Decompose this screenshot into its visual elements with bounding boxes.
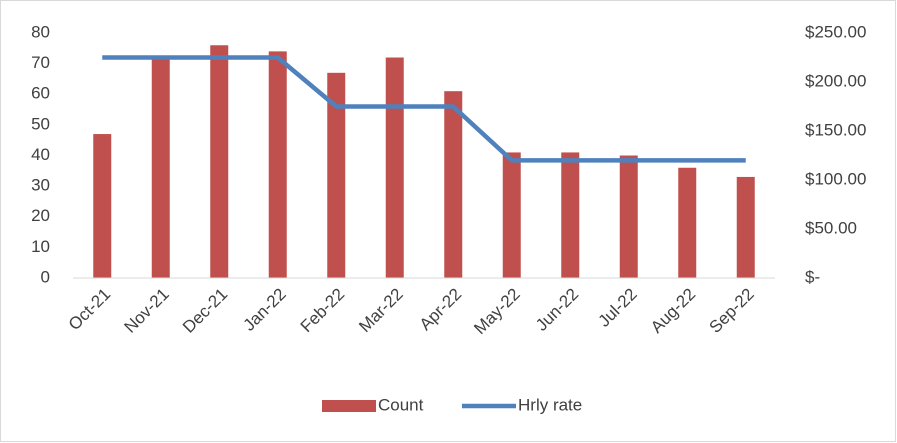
bar — [619, 155, 638, 278]
bar — [210, 45, 229, 278]
y-tick-label: 40 — [31, 145, 50, 164]
bar — [736, 176, 755, 278]
bar — [502, 152, 521, 278]
y-tick-label: 30 — [31, 176, 50, 195]
y-tick-label: 10 — [31, 237, 50, 256]
y-tick-label: 80 — [31, 22, 50, 41]
bar — [444, 91, 463, 278]
bar — [268, 51, 287, 278]
y-tick-label: 0 — [41, 267, 50, 286]
legend-swatch — [322, 400, 376, 412]
bar — [561, 152, 580, 278]
y-tick-label: 20 — [31, 206, 50, 225]
bar — [327, 72, 346, 278]
y2-tick-label: $- — [805, 267, 820, 286]
bar — [151, 57, 170, 278]
legend-label: Hrly rate — [518, 395, 582, 414]
y2-tick-label: $100.00 — [805, 169, 866, 188]
y2-tick-label: $50.00 — [805, 218, 857, 237]
y-tick-label: 50 — [31, 114, 50, 133]
bar — [678, 167, 697, 278]
legend-label: Count — [378, 395, 424, 414]
y2-tick-label: $150.00 — [805, 120, 866, 139]
y2-tick-label: $200.00 — [805, 71, 866, 90]
y2-tick-label: $250.00 — [805, 22, 866, 41]
line — [102, 55, 746, 163]
y-tick-label: 70 — [31, 53, 50, 72]
y-tick-label: 60 — [31, 84, 50, 103]
bar — [93, 134, 112, 278]
bar — [385, 57, 404, 278]
